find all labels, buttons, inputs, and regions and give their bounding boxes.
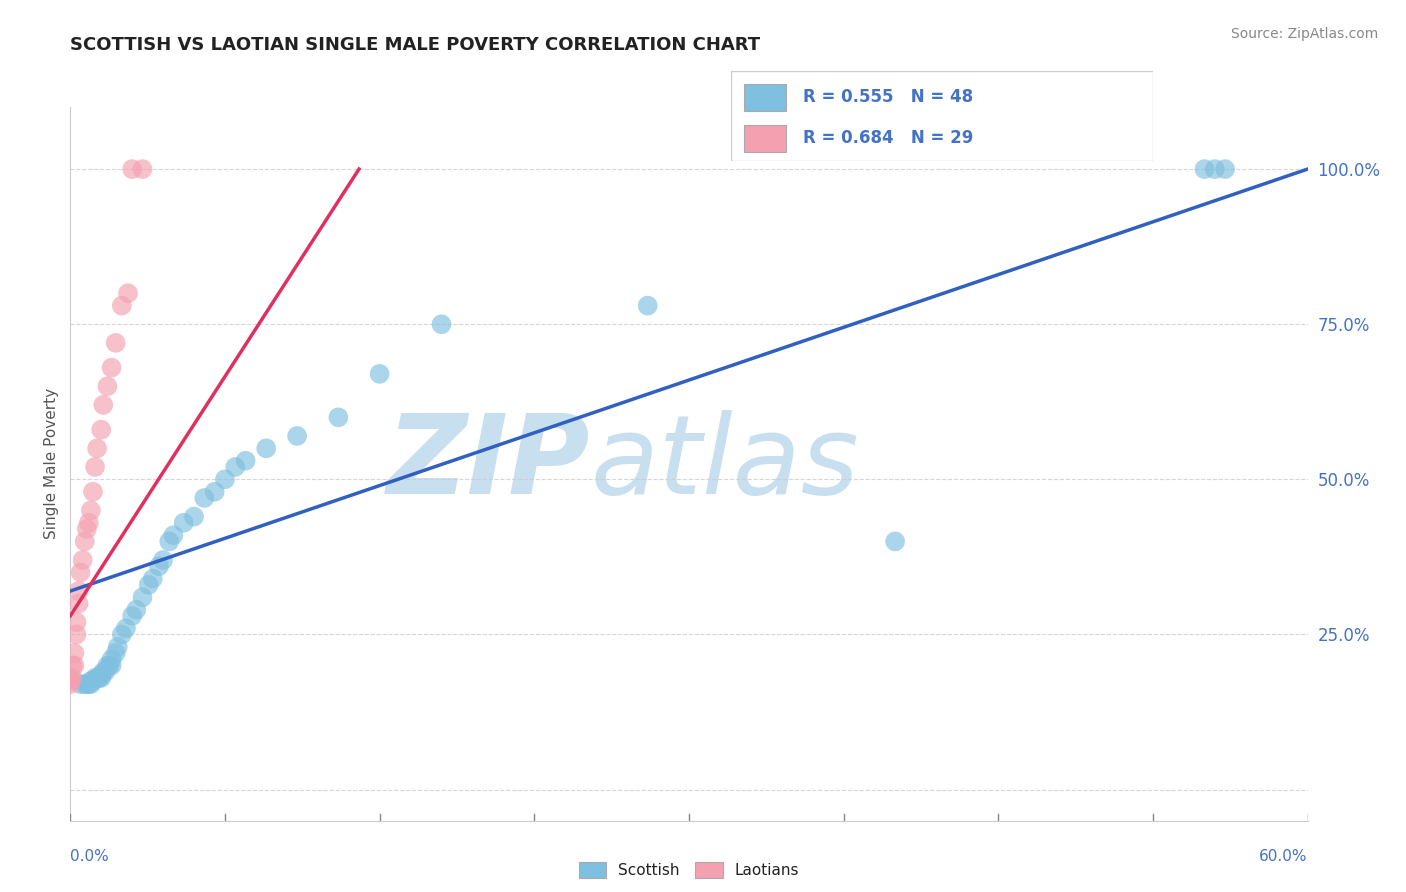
Point	[59, 677, 82, 691]
Point	[67, 597, 90, 611]
Text: R = 0.684   N = 29: R = 0.684 N = 29	[803, 129, 973, 147]
Text: 60.0%: 60.0%	[1260, 849, 1308, 864]
Point	[76, 522, 98, 536]
Point	[59, 673, 82, 688]
Point	[131, 162, 153, 177]
Text: 0.0%: 0.0%	[70, 849, 110, 864]
Point	[84, 459, 107, 474]
Text: R = 0.555   N = 48: R = 0.555 N = 48	[803, 88, 973, 106]
Point	[77, 516, 100, 530]
Y-axis label: Single Male Poverty: Single Male Poverty	[44, 388, 59, 540]
Point	[96, 658, 118, 673]
Point	[100, 658, 122, 673]
Point	[285, 429, 308, 443]
Point	[142, 572, 165, 586]
Point	[100, 360, 122, 375]
Point	[84, 671, 107, 685]
Text: ZIP: ZIP	[387, 410, 591, 517]
Point	[1204, 162, 1226, 177]
Point	[90, 671, 112, 685]
Point	[1213, 162, 1236, 177]
Legend: Scottish, Laotians: Scottish, Laotians	[572, 856, 806, 884]
Point	[65, 627, 87, 641]
Point	[1194, 162, 1216, 177]
Text: Source: ZipAtlas.com: Source: ZipAtlas.com	[1230, 27, 1378, 41]
Point	[86, 442, 108, 456]
Point	[72, 553, 94, 567]
Point	[69, 566, 91, 580]
Point	[60, 658, 83, 673]
Point	[63, 646, 86, 660]
Point	[69, 677, 91, 691]
Point	[80, 503, 103, 517]
Point	[104, 335, 127, 350]
Point	[67, 584, 90, 599]
Point	[884, 534, 907, 549]
Point	[368, 367, 391, 381]
Point	[157, 534, 180, 549]
Point	[77, 677, 100, 691]
Point	[224, 459, 246, 474]
Point	[65, 615, 87, 629]
Point	[90, 668, 112, 682]
Point	[121, 162, 143, 177]
Point	[235, 454, 257, 468]
Point	[63, 658, 86, 673]
Point	[80, 677, 103, 691]
Point	[111, 299, 134, 313]
Point	[183, 509, 205, 524]
Point	[107, 640, 129, 654]
Point	[152, 553, 174, 567]
Point	[328, 410, 350, 425]
Point	[96, 379, 118, 393]
Point	[430, 317, 453, 331]
Point	[80, 673, 103, 688]
Point	[117, 286, 139, 301]
Point	[193, 491, 215, 505]
Point	[100, 652, 122, 666]
Point	[82, 484, 104, 499]
Point	[254, 442, 277, 456]
Point	[82, 673, 104, 688]
Point	[111, 627, 134, 641]
Point	[148, 559, 170, 574]
Point	[104, 646, 127, 660]
Point	[89, 671, 111, 685]
Point	[138, 578, 160, 592]
Point	[204, 484, 226, 499]
Point	[131, 591, 153, 605]
Point	[59, 671, 82, 685]
Point	[60, 671, 83, 685]
FancyBboxPatch shape	[744, 84, 786, 111]
Point	[173, 516, 195, 530]
Point	[115, 621, 138, 635]
Point	[91, 665, 114, 679]
Point	[125, 602, 148, 616]
Point	[98, 658, 121, 673]
Text: atlas: atlas	[591, 410, 859, 517]
Point	[90, 423, 112, 437]
Point	[73, 534, 96, 549]
FancyBboxPatch shape	[731, 71, 1153, 161]
FancyBboxPatch shape	[744, 125, 786, 152]
Point	[73, 677, 96, 691]
Point	[637, 299, 659, 313]
Point	[94, 665, 117, 679]
Point	[214, 472, 236, 486]
Point	[91, 398, 114, 412]
Point	[162, 528, 184, 542]
Point	[76, 677, 98, 691]
Point	[86, 671, 108, 685]
Point	[121, 608, 143, 623]
Text: SCOTTISH VS LAOTIAN SINGLE MALE POVERTY CORRELATION CHART: SCOTTISH VS LAOTIAN SINGLE MALE POVERTY …	[70, 36, 761, 54]
